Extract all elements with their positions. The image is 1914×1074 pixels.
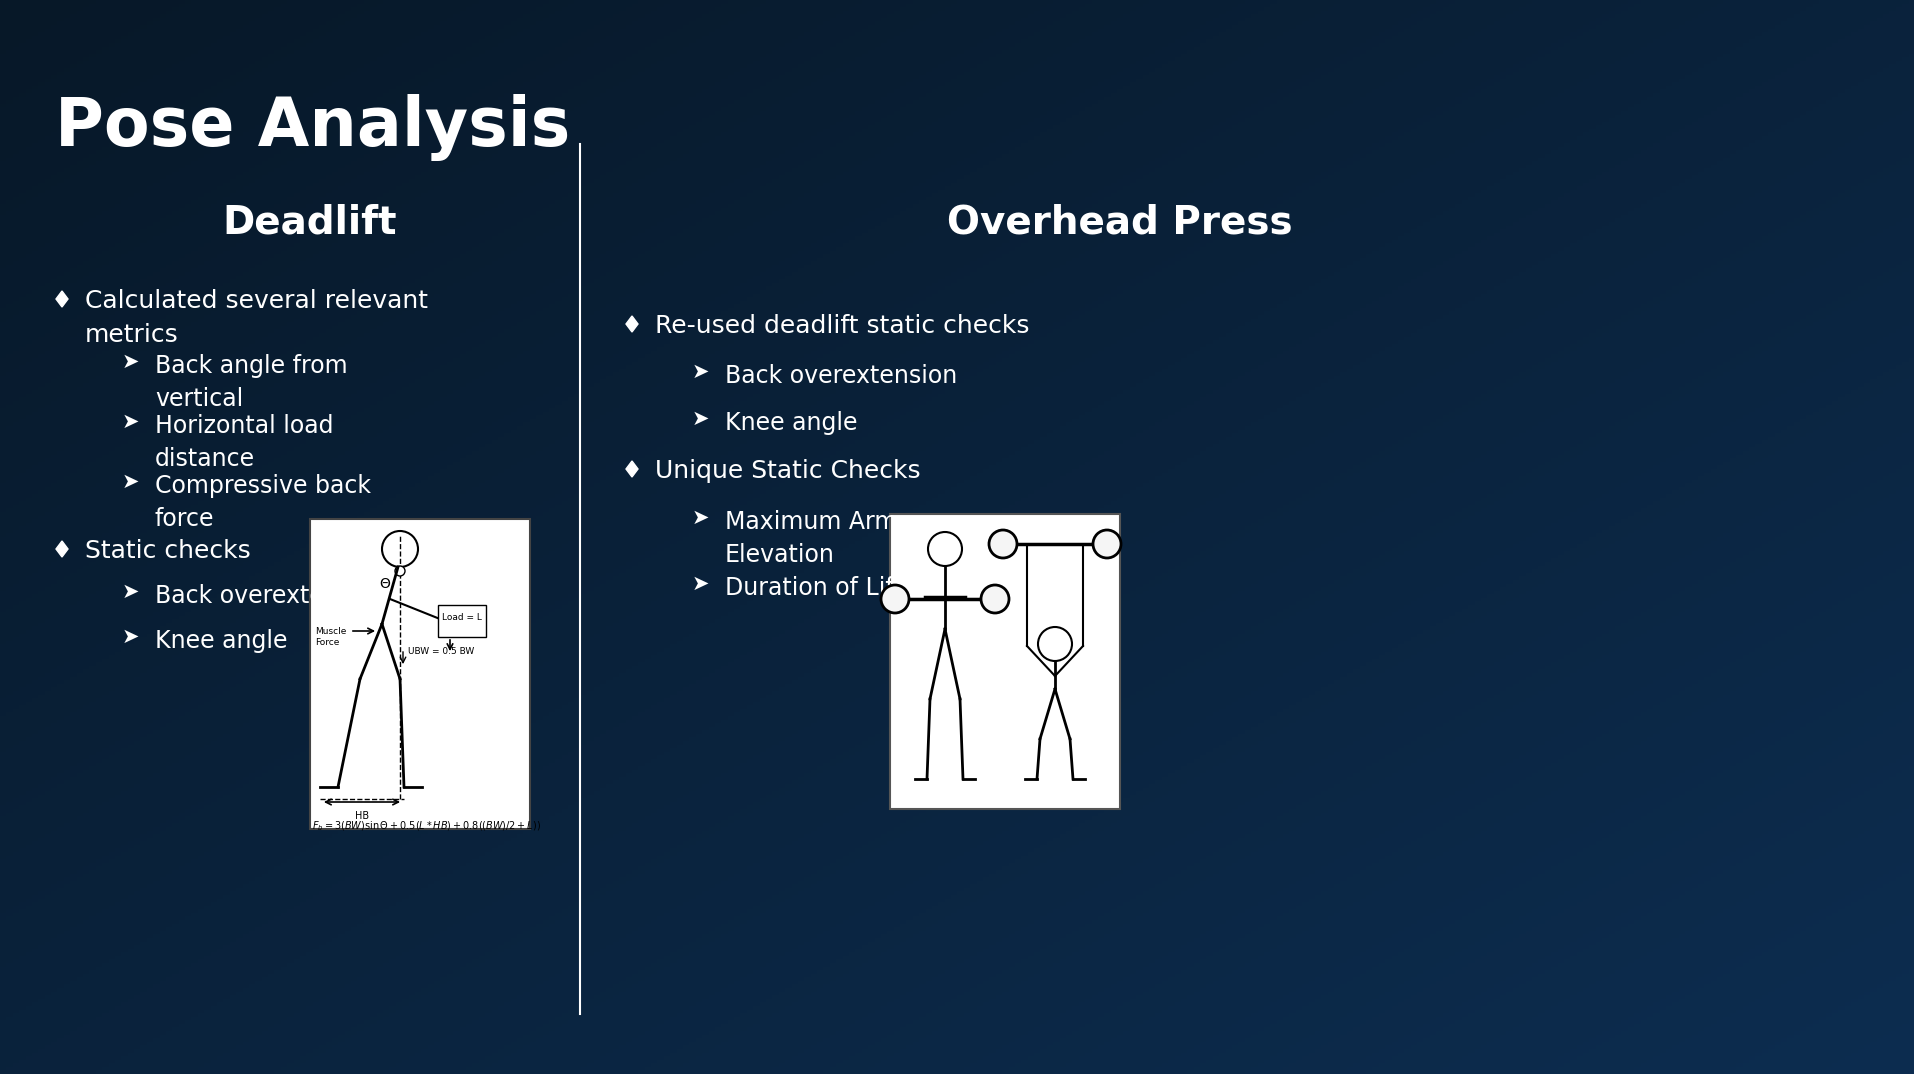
Text: ➤: ➤: [691, 362, 708, 382]
Text: ➤: ➤: [121, 582, 138, 603]
Text: ➤: ➤: [121, 352, 138, 372]
Text: Calculated several relevant
metrics: Calculated several relevant metrics: [84, 289, 427, 347]
Text: ➤: ➤: [691, 574, 708, 594]
Text: Deadlift: Deadlift: [222, 204, 396, 242]
Bar: [310, 519, 530, 829]
Polygon shape: [626, 461, 637, 477]
Polygon shape: [56, 291, 69, 307]
Circle shape: [880, 585, 909, 613]
Text: HB: HB: [354, 811, 369, 821]
Bar: [438, 605, 486, 637]
Text: Re-used deadlift static checks: Re-used deadlift static checks: [655, 314, 1030, 338]
Text: Maximum Arm
Elevation: Maximum Arm Elevation: [725, 510, 898, 567]
Text: ➤: ➤: [121, 627, 138, 647]
Text: Back overextension: Back overextension: [725, 364, 957, 388]
Text: Back overextension: Back overextension: [155, 584, 387, 608]
Text: Load = L: Load = L: [442, 613, 482, 623]
Text: UBW = 0.5 BW: UBW = 0.5 BW: [408, 647, 475, 655]
Circle shape: [1093, 529, 1120, 558]
Text: Pose Analysis: Pose Analysis: [56, 95, 570, 161]
Text: Horizontal load
distance: Horizontal load distance: [155, 413, 333, 471]
Text: ➤: ➤: [121, 471, 138, 492]
Text: Compressive back
force: Compressive back force: [155, 474, 371, 532]
Text: Knee angle: Knee angle: [725, 411, 857, 435]
Text: Θ: Θ: [379, 577, 390, 591]
Circle shape: [980, 585, 1009, 613]
Text: Back angle from
vertical: Back angle from vertical: [155, 354, 348, 411]
Circle shape: [394, 566, 404, 576]
Text: Duration of Lift: Duration of Lift: [725, 576, 901, 600]
Text: ➤: ➤: [691, 409, 708, 429]
Text: $F_b = 3(BW)\sin\Theta + 0.5(L*HB) + 0.8((BW)/2 + L))$: $F_b = 3(BW)\sin\Theta + 0.5(L*HB) + 0.8…: [312, 819, 540, 832]
Text: Knee angle: Knee angle: [155, 629, 287, 653]
Circle shape: [988, 529, 1016, 558]
Text: ➤: ➤: [691, 508, 708, 528]
Text: Muscle
Force: Muscle Force: [314, 627, 346, 647]
Text: Overhead Press: Overhead Press: [947, 204, 1292, 242]
Polygon shape: [56, 541, 69, 557]
Text: Unique Static Checks: Unique Static Checks: [655, 459, 921, 483]
Bar: [890, 514, 1120, 809]
Text: ➤: ➤: [121, 412, 138, 432]
Polygon shape: [626, 316, 637, 332]
Text: Static checks: Static checks: [84, 539, 251, 563]
